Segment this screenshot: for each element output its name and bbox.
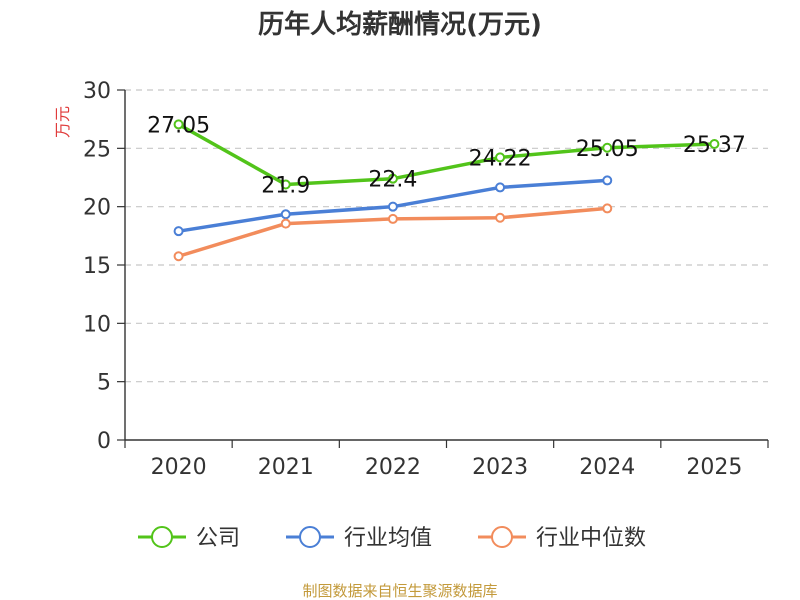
data-label: 22.4: [368, 168, 417, 193]
legend-item-0[interactable]: 公司: [138, 526, 240, 551]
data-point[interactable]: [173, 226, 184, 237]
chart-title: 历年人均薪酬情况(万元): [258, 9, 542, 40]
data-point[interactable]: [280, 218, 291, 229]
grid-lines: [125, 89, 768, 383]
data-point[interactable]: [709, 139, 720, 150]
data-point[interactable]: [495, 182, 506, 193]
y-axis-label: 万元: [53, 106, 72, 138]
data-point[interactable]: [280, 209, 291, 220]
y-tick-label: 15: [83, 254, 111, 279]
legend-item-2[interactable]: 行业中位数: [478, 526, 646, 551]
data-point[interactable]: [173, 119, 184, 130]
data-point[interactable]: [173, 251, 184, 262]
legend-marker: [151, 526, 173, 548]
x-tick-label: 2023: [472, 455, 528, 480]
y-tick-label: 25: [83, 137, 111, 162]
legend-item-1[interactable]: 行业均值: [286, 526, 432, 551]
series-line-0: [177, 122, 715, 187]
source-note: 制图数据来自恒生聚源数据库: [302, 582, 497, 600]
legend-marker: [491, 526, 513, 548]
data-label: 25.05: [576, 137, 639, 162]
x-tick-label: 2024: [579, 455, 635, 480]
data-point[interactable]: [495, 212, 506, 223]
y-tick-label: 10: [83, 312, 111, 337]
x-tick-label: 2025: [686, 455, 742, 480]
data-point[interactable]: [495, 152, 506, 163]
data-point[interactable]: [387, 173, 398, 184]
legend-label: 行业中位数: [536, 526, 646, 551]
data-label: 24.22: [469, 146, 532, 171]
data-point[interactable]: [602, 203, 613, 214]
data-point[interactable]: [387, 213, 398, 224]
series: [173, 119, 720, 262]
y-tick-label: 20: [83, 196, 111, 221]
x-tick-label: 2022: [365, 455, 421, 480]
data-label: 25.37: [683, 133, 746, 158]
legend[interactable]: 公司 行业均值 行业中位数: [138, 526, 646, 551]
x-tick-label: 2021: [258, 455, 314, 480]
legend-label: 行业均值: [344, 526, 432, 551]
x-tick-label: 2020: [151, 455, 207, 480]
y-tick-label: 30: [83, 79, 111, 104]
data-point[interactable]: [602, 142, 613, 153]
data-point[interactable]: [602, 175, 613, 186]
data-label: 21.9: [261, 174, 310, 199]
data-labels: 27.05 21.9 22.4 24.22 25.05 25.37: [147, 113, 746, 198]
y-tick-label: 0: [97, 429, 111, 454]
data-label: 27.05: [147, 113, 210, 138]
legend-label: 公司: [196, 526, 240, 551]
data-point[interactable]: [387, 201, 398, 212]
data-point[interactable]: [280, 179, 291, 190]
y-tick-label: 5: [97, 371, 111, 396]
legend-marker: [299, 526, 321, 548]
